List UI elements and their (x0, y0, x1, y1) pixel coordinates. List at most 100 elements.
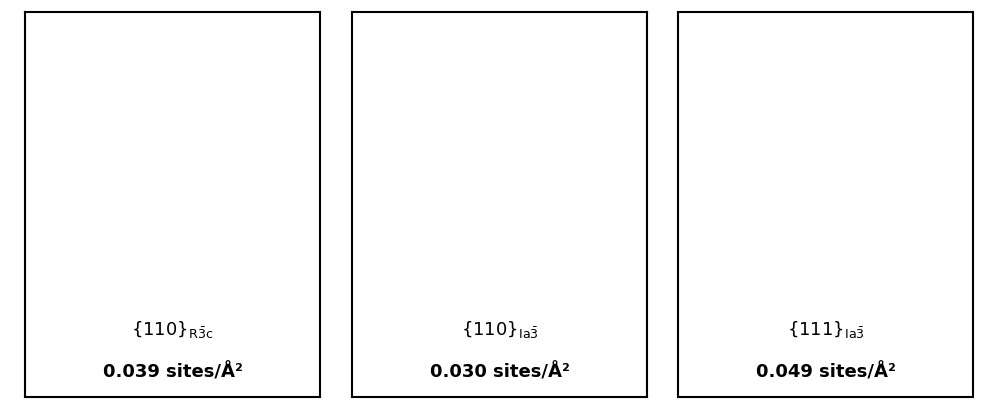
Circle shape (186, 1, 203, 19)
Circle shape (715, 94, 732, 110)
Circle shape (265, 254, 270, 259)
Circle shape (230, 114, 247, 131)
Circle shape (550, 122, 555, 127)
Text: 0.039 sites/Å²: 0.039 sites/Å² (103, 363, 242, 382)
Circle shape (510, 52, 515, 57)
Circle shape (484, 192, 489, 198)
Circle shape (576, 263, 581, 268)
Circle shape (418, 122, 423, 127)
Circle shape (274, 226, 291, 243)
Circle shape (484, 122, 489, 127)
Circle shape (444, 206, 449, 211)
Circle shape (738, 194, 754, 210)
Circle shape (851, 94, 868, 110)
Circle shape (576, 135, 581, 140)
Circle shape (230, 263, 247, 281)
Circle shape (693, 194, 709, 210)
Circle shape (510, 263, 515, 268)
Circle shape (556, 104, 575, 123)
Circle shape (829, 261, 845, 277)
Circle shape (186, 226, 203, 243)
Circle shape (484, 52, 489, 57)
Circle shape (556, 34, 575, 53)
Circle shape (318, 114, 335, 131)
Circle shape (806, 160, 822, 177)
Circle shape (510, 122, 515, 127)
Circle shape (176, 254, 182, 259)
Circle shape (98, 76, 115, 94)
Circle shape (576, 65, 581, 70)
Circle shape (556, 245, 575, 264)
Circle shape (806, 94, 822, 110)
Circle shape (851, 160, 868, 177)
Text: {110}$_{\mathregular{R\bar{3}c}}$: {110}$_{\mathregular{R\bar{3}c}}$ (131, 319, 214, 340)
Circle shape (274, 151, 291, 169)
Circle shape (829, 194, 845, 210)
Circle shape (490, 245, 509, 264)
Circle shape (490, 174, 509, 194)
Circle shape (318, 39, 335, 56)
Circle shape (897, 94, 913, 110)
Circle shape (738, 261, 754, 277)
Circle shape (406, 114, 424, 131)
Circle shape (444, 263, 449, 268)
Text: 0.030 sites/Å²: 0.030 sites/Å² (430, 363, 569, 382)
Circle shape (418, 135, 423, 140)
Circle shape (576, 52, 581, 57)
Circle shape (761, 227, 777, 244)
Circle shape (874, 127, 890, 144)
Circle shape (490, 209, 509, 229)
Circle shape (550, 206, 555, 211)
Circle shape (576, 206, 581, 211)
Circle shape (550, 263, 555, 268)
Circle shape (897, 160, 913, 177)
Circle shape (295, 254, 301, 259)
Circle shape (576, 192, 581, 198)
Text: 0.049 sites/Å²: 0.049 sites/Å² (756, 363, 895, 382)
Circle shape (230, 39, 247, 56)
Circle shape (715, 227, 732, 244)
Circle shape (550, 192, 555, 198)
Circle shape (738, 127, 754, 144)
Circle shape (424, 245, 443, 264)
Circle shape (490, 139, 509, 159)
Circle shape (510, 192, 515, 198)
Circle shape (942, 160, 958, 177)
Circle shape (783, 261, 800, 277)
Circle shape (424, 174, 443, 194)
Circle shape (142, 39, 159, 56)
Circle shape (424, 139, 443, 159)
Circle shape (484, 206, 489, 211)
Circle shape (484, 135, 489, 140)
Circle shape (919, 261, 936, 277)
Circle shape (942, 94, 958, 110)
Circle shape (874, 261, 890, 277)
Circle shape (874, 194, 890, 210)
Circle shape (484, 263, 489, 268)
Circle shape (693, 261, 709, 277)
Circle shape (230, 189, 247, 206)
Circle shape (806, 227, 822, 244)
Circle shape (98, 151, 115, 169)
Circle shape (556, 174, 575, 194)
Circle shape (490, 104, 509, 123)
Text: {111}$_{\mathregular{Ia\bar{3}}}$: {111}$_{\mathregular{Ia\bar{3}}}$ (787, 319, 864, 340)
Circle shape (424, 34, 443, 53)
Circle shape (444, 52, 449, 57)
Circle shape (510, 206, 515, 211)
Circle shape (829, 127, 845, 144)
Circle shape (550, 65, 555, 70)
Circle shape (715, 160, 732, 177)
Circle shape (142, 114, 159, 131)
Circle shape (418, 65, 423, 70)
Circle shape (418, 263, 423, 268)
Circle shape (783, 127, 800, 144)
Circle shape (490, 34, 509, 53)
Circle shape (186, 76, 203, 94)
Circle shape (484, 65, 489, 70)
Circle shape (274, 1, 291, 19)
Circle shape (761, 160, 777, 177)
Circle shape (919, 194, 936, 210)
Circle shape (761, 94, 777, 110)
Circle shape (362, 151, 380, 169)
